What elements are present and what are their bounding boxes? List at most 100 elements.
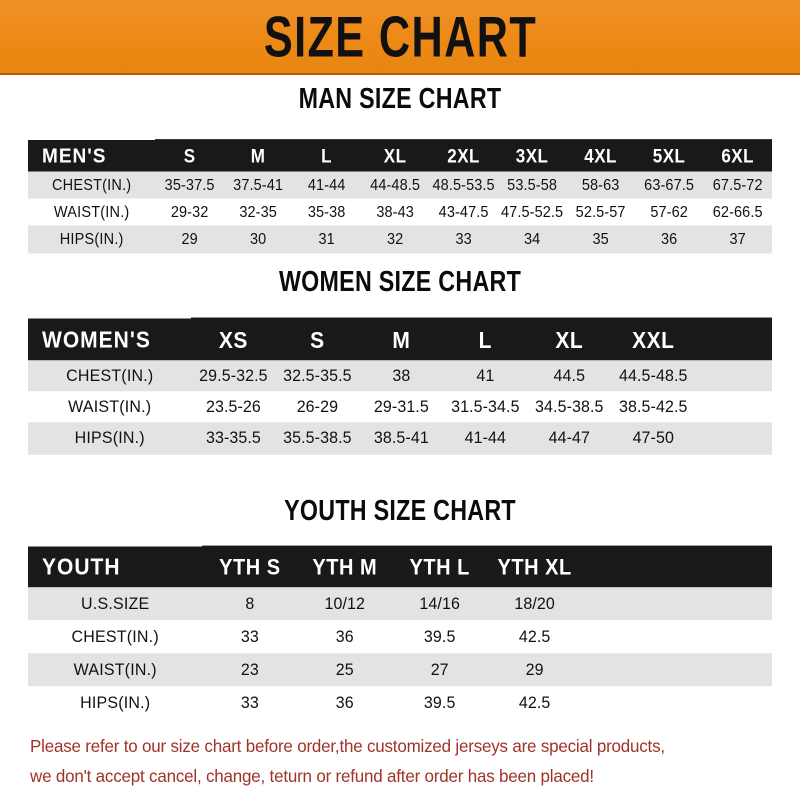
youth-measurement-cell: 8 [202,587,298,622]
women-row-filler [695,360,772,393]
men-column-header: 6XL [703,139,772,174]
men-measurement-cell: 37.5-41 [223,171,293,200]
youth-row-label: WAIST(IN.) [28,653,203,688]
women-measurement-cell: 41-44 [443,422,528,455]
youth-column-header: YTH M [297,545,393,591]
youth-row-filler [582,653,772,688]
women-measurement-cell: 47-50 [611,422,696,455]
women-measurement-cell: 31.5-34.5 [443,391,528,424]
women-row-label: HIPS(IN.) [28,422,192,455]
men-row-label: HIPS(IN.) [28,225,156,254]
table-row: HIPS(IN.) 29 30 31 32 33 34 35 36 37 [28,225,772,254]
page-title: SIZE CHART [263,4,537,69]
table-row: CHEST(IN.) 33 36 39.5 42.5 [28,620,772,655]
women-size-table: WOMEN'S XS S M L XL XXL CHEST(IN.) 29.5-32.5 32.5… [28,317,772,455]
youth-measurement-cell: 36 [297,686,393,721]
women-column-header: L [443,317,528,364]
men-column-header: 4XL [566,139,635,174]
women-measurement-cell: 44.5 [527,360,612,393]
women-row-filler [695,391,772,424]
men-measurement-cell: 32 [360,225,430,254]
men-measurement-cell: 36 [634,225,704,254]
men-measurement-cell: 48.5-53.5 [429,171,498,200]
men-measurement-cell: 33 [429,225,498,254]
youth-measurement-cell: 42.5 [487,686,583,721]
men-measurement-cell: 52.5-57 [566,198,635,227]
men-measurement-cell: 30 [223,225,293,254]
women-measurement-cell: 23.5-26 [191,391,276,424]
youth-row-filler [582,686,772,721]
disclaimer-line-1: Please refer to our size chart before or… [30,736,665,756]
youth-measurement-cell: 25 [297,653,393,688]
youth-column-header: YTH L [392,545,488,591]
youth-measurement-cell: 33 [202,686,298,721]
women-measurement-cell: 38.5-42.5 [611,391,696,424]
youth-size-table: YOUTH YTH S YTH M YTH L YTH XL U.S.SIZE 8 10/12… [28,545,772,721]
men-measurement-cell: 35-38 [292,198,361,227]
men-measurement-cell: 57-62 [634,198,704,227]
men-measurement-cell: 53.5-58 [497,171,567,200]
page-banner: SIZE CHART [0,0,800,75]
women-table-header-row: WOMEN'S XS S M L XL XXL [28,317,772,364]
youth-measurement-cell: 18/20 [487,587,583,622]
youth-section-title: YOUTH SIZE CHART [284,494,516,527]
youth-measurement-cell: 42.5 [487,620,583,655]
table-row: CHEST(IN.) 29.5-32.5 32.5-35.5 38 41 44.5 44.5… [28,360,772,393]
table-row: HIPS(IN.) 33-35.5 35.5-38.5 38.5-41 41-44 44-… [28,422,772,455]
youth-measurement-cell: 27 [392,653,488,688]
youth-measurement-cell: 36 [297,620,393,655]
men-row-label: WAIST(IN.) [28,198,156,227]
men-measurement-cell: 35 [566,225,635,254]
youth-column-header: YTH XL [487,545,583,591]
youth-measurement-cell: 23 [202,653,298,688]
men-column-header: M [223,139,293,174]
youth-header-filler [582,545,772,591]
youth-measurement-cell: 14/16 [392,587,488,622]
table-row: WAIST(IN.) 23 25 27 29 [28,653,772,688]
table-row: CHEST(IN.) 35-37.5 37.5-41 41-44 44-48.5 48.5… [28,171,772,200]
men-measurement-cell: 44-48.5 [360,171,430,200]
women-table-corner-label: WOMEN'S [28,318,192,363]
women-row-filler [695,422,772,455]
youth-row-label: CHEST(IN.) [28,620,203,655]
women-measurement-cell: 34.5-38.5 [527,391,612,424]
man-section-title: MAN SIZE CHART [298,82,502,115]
men-column-header: XL [360,139,430,174]
youth-row-filler [582,620,772,655]
youth-measurement-cell: 10/12 [297,587,393,622]
women-section-title: WOMEN SIZE CHART [278,265,522,298]
men-table-header-row: MEN'S S M L XL 2XL 3XL 4XL 5XL 6XL [28,139,772,174]
youth-column-header: YTH S [202,545,298,591]
women-measurement-cell: 44.5-48.5 [611,360,696,393]
youth-measurement-cell: 39.5 [392,686,488,721]
youth-measurement-cell: 39.5 [392,620,488,655]
table-row: WAIST(IN.) 23.5-26 26-29 29-31.5 31.5-34.5 34… [28,391,772,424]
men-measurement-cell: 43-47.5 [429,198,498,227]
table-row: HIPS(IN.) 33 36 39.5 42.5 [28,686,772,721]
women-measurement-cell: 44-47 [527,422,612,455]
men-measurement-cell: 58-63 [566,171,635,200]
men-measurement-cell: 29 [155,225,224,254]
men-measurement-cell: 31 [292,225,361,254]
women-measurement-cell: 33-35.5 [191,422,276,455]
men-column-header: L [292,139,361,174]
youth-measurement-cell: 33 [202,620,298,655]
men-column-header: S [155,139,224,174]
men-size-table: MEN'S S M L XL 2XL 3XL 4XL 5XL 6XL CHEST(IN.) 35-37… [28,139,772,254]
women-row-label: CHEST(IN.) [28,360,192,393]
women-measurement-cell: 29.5-32.5 [191,360,276,393]
youth-measurement-cell: 29 [487,653,583,688]
women-measurement-cell: 38.5-41 [359,422,444,455]
women-measurement-cell: 26-29 [275,391,360,424]
men-column-header: 3XL [497,139,567,174]
youth-table-header-row: YOUTH YTH S YTH M YTH L YTH XL [28,545,772,591]
disclaimer-text: Please refer to our size chart before or… [30,731,753,791]
men-table-corner-label: MEN'S [28,139,156,174]
women-measurement-cell: 35.5-38.5 [275,422,360,455]
youth-row-label: HIPS(IN.) [28,686,203,721]
women-measurement-cell: 32.5-35.5 [275,360,360,393]
men-measurement-cell: 47.5-52.5 [497,198,567,227]
women-column-header: XXL [611,317,696,364]
women-column-header: XS [191,317,276,364]
